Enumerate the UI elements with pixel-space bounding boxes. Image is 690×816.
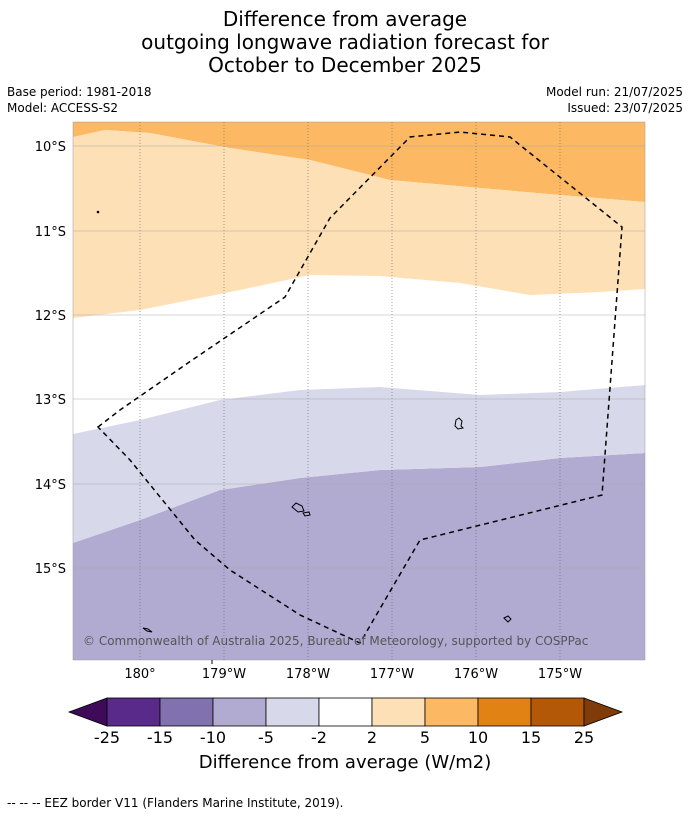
meta-left: Base period: 1981-2018 Model: ACCESS-S2 — [7, 84, 152, 116]
colorbar-segment — [318, 697, 373, 727]
island-southwest — [142, 627, 153, 633]
island-central-main — [291, 502, 305, 513]
eez-footnote: -- -- -- EEZ border V11 (Flanders Marine… — [7, 796, 344, 810]
title-line-1: Difference from average — [222, 7, 468, 31]
colorbar-tick-label: 25 — [574, 728, 594, 747]
lon-label-177w: 177°W — [370, 667, 414, 682]
colorbar-ticks: -25 -15 -10 -5 -2 2 5 10 15 25 — [94, 728, 594, 747]
lat-label-13s: 13°S — [35, 393, 66, 408]
title-line-2: outgoing longwave radiation forecast for — [141, 30, 549, 54]
model-run: Model run: 21/07/2025 — [545, 85, 683, 99]
meta-right: Model run: 21/07/2025 Issued: 23/07/2025 — [546, 84, 683, 116]
lat-label-11s: 11°S — [35, 225, 66, 240]
colorbar-tick-label: 2 — [367, 728, 377, 747]
copyright-notice: © Commonwealth of Australia 2025, Bureau… — [83, 634, 588, 648]
colorbar-tick-label: -25 — [94, 728, 120, 747]
lon-label-180: 180° — [124, 667, 155, 682]
map-canvas: © Commonwealth of Australia 2025, Bureau… — [35, 121, 646, 747]
colorbar-segment — [212, 697, 267, 727]
title-line-3: October to December 2025 — [208, 53, 482, 77]
lat-label-15s: 15°S — [35, 562, 66, 577]
colorbar-segment — [477, 697, 532, 727]
colorbar-tick-label: -10 — [200, 728, 226, 747]
island-east — [454, 417, 465, 430]
colorbar-segment — [265, 697, 320, 727]
latitude-labels: 10°S 11°S 12°S 13°S 14°S 15°S — [35, 140, 66, 577]
colorbar-segment — [424, 697, 479, 727]
band-2-to-5 — [73, 130, 645, 318]
colorbar-segment — [159, 697, 214, 727]
lat-label-12s: 12°S — [35, 309, 66, 324]
colorbar-tick-label: 10 — [468, 728, 488, 747]
band-minus-5-to-minus-10 — [73, 453, 645, 660]
colorbar-arrow-high — [583, 697, 624, 727]
lon-label-176w: 176°W — [454, 667, 498, 682]
island-outlines — [96, 210, 512, 633]
colorbar-arrow-low — [67, 697, 108, 727]
colorbar-label: Difference from average (W/m2) — [198, 752, 492, 773]
issued-date: Issued: 23/07/2025 — [567, 101, 683, 115]
grid-lines — [73, 122, 645, 660]
lon-label-175w: 175°W — [538, 667, 582, 682]
band-minus-2-to-minus-5 — [73, 385, 645, 543]
colorbar-segment — [106, 697, 161, 727]
lon-label-178w: 178°W — [286, 667, 330, 682]
colorbar-segment — [530, 697, 585, 727]
lon-label-179w: 179°W — [202, 667, 246, 682]
map-frame — [72, 121, 646, 661]
model-name: Model: ACCESS-S2 — [7, 101, 119, 115]
band-5-to-10 — [73, 122, 645, 202]
eez-border — [96, 131, 623, 644]
map-title: Difference from average outgoing longwav… — [0, 8, 690, 77]
colorbar — [67, 697, 624, 727]
map-area — [73, 122, 645, 660]
lat-label-14s: 14°S — [35, 478, 66, 493]
lat-label-10s: 10°S — [35, 140, 66, 155]
longitude-labels: 180° 179°W 178°W 177°W 176°W 175°W — [124, 667, 582, 682]
island-dot — [96, 210, 100, 214]
colorbar-tick-label: -2 — [311, 728, 327, 747]
colorbar-tick-label: 15 — [521, 728, 541, 747]
island-central-small — [302, 511, 311, 517]
colorbar-tick-label: 5 — [420, 728, 430, 747]
base-period: Base period: 1981-2018 — [7, 85, 152, 99]
island-southeast — [503, 615, 512, 623]
colorbar-tick-label: -15 — [147, 728, 173, 747]
colorbar-tick-label: -5 — [258, 728, 274, 747]
colorbar-segment — [371, 697, 426, 727]
